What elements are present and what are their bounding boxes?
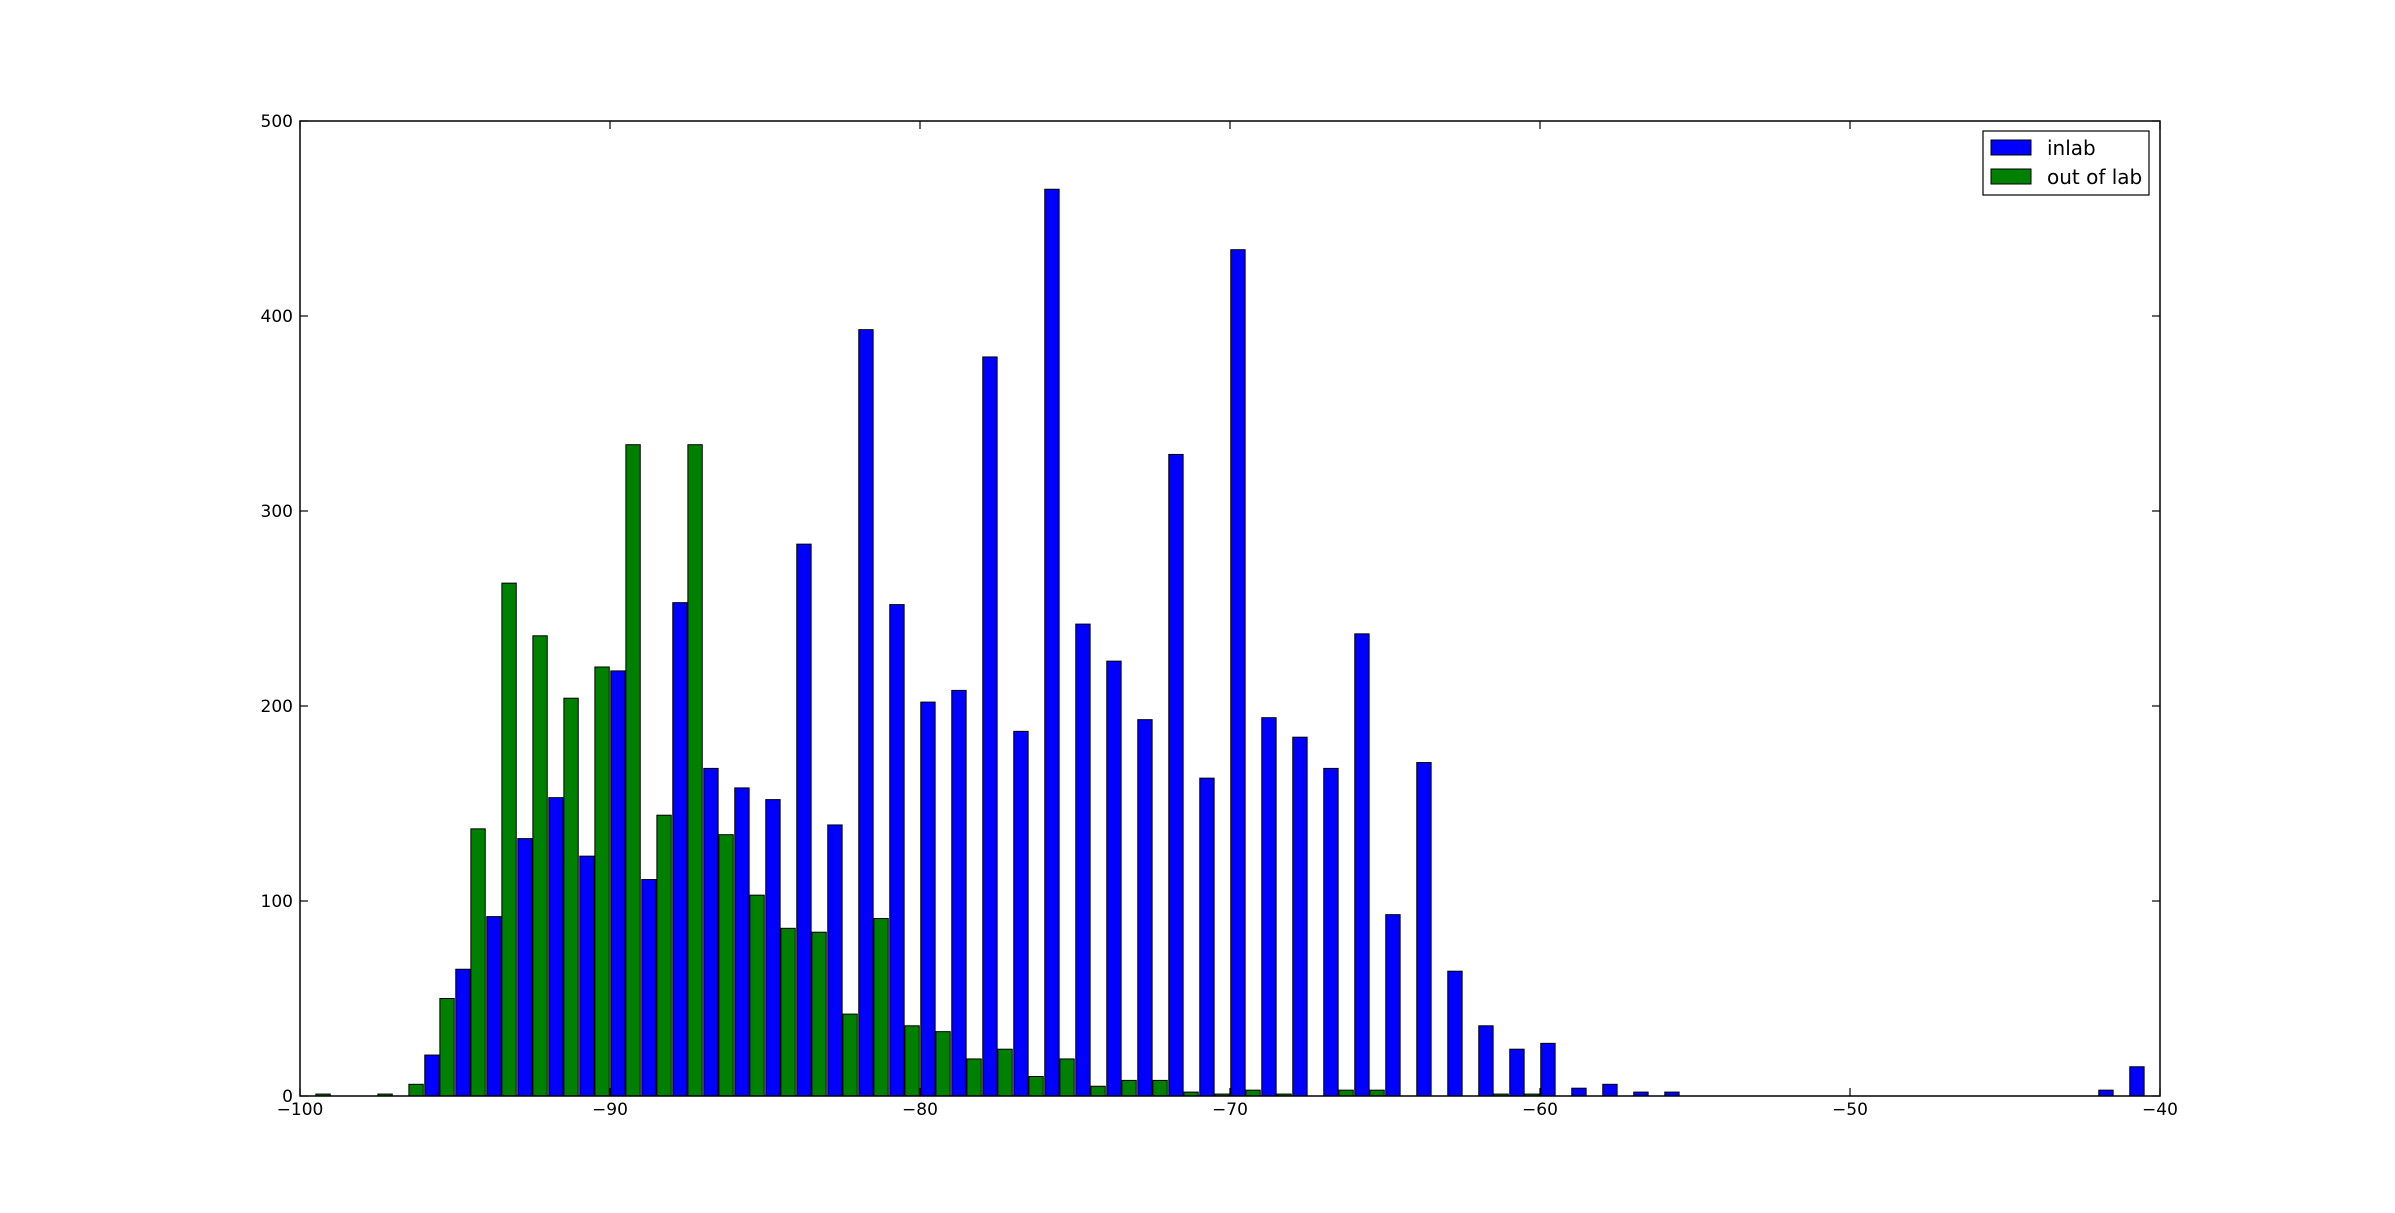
bar-inlab	[579, 855, 595, 1097]
bar-inlab	[548, 797, 564, 1097]
bar-out-of-lab	[1121, 1079, 1137, 1097]
x-tick-label: −60	[1522, 1100, 1558, 1120]
bar-inlab	[1354, 633, 1370, 1097]
y-tick-label: 500	[261, 112, 293, 132]
bar-out-of-lab	[594, 666, 610, 1097]
legend-label-out-of-lab: out of lab	[2047, 165, 2142, 189]
bar-inlab	[982, 356, 998, 1097]
bar-out-of-lab	[1059, 1058, 1075, 1097]
bars-layer	[315, 188, 2145, 1097]
plot-frame	[299, 120, 2161, 1097]
bar-out-of-lab	[935, 1031, 951, 1097]
bar-out-of-lab	[439, 998, 455, 1097]
bar-out-of-lab	[966, 1058, 982, 1097]
y-tick-label: 300	[261, 502, 293, 522]
bar-inlab	[1137, 719, 1153, 1097]
bar-out-of-lab	[997, 1048, 1013, 1097]
bar-out-of-lab	[718, 834, 734, 1097]
y-tick-label: 400	[261, 307, 293, 327]
bar-out-of-lab	[749, 894, 765, 1097]
bar-inlab	[610, 670, 626, 1097]
bar-inlab	[1044, 188, 1060, 1097]
y-tick-label: 0	[282, 1087, 293, 1107]
bar-out-of-lab	[408, 1083, 424, 1097]
x-tick-label: −50	[1832, 1100, 1868, 1120]
bar-inlab	[858, 329, 874, 1097]
legend: inlab out of lab	[1982, 130, 2150, 196]
legend-swatch-out-of-lab	[1990, 168, 2032, 185]
bar-out-of-lab	[687, 444, 703, 1097]
bar-out-of-lab	[625, 444, 641, 1097]
bar-out-of-lab	[1245, 1089, 1261, 1097]
bar-inlab	[2098, 1089, 2114, 1097]
x-tick-label: −80	[902, 1100, 938, 1120]
bar-inlab	[1447, 970, 1463, 1097]
bar-inlab	[1323, 767, 1339, 1097]
bar-out-of-lab	[1369, 1089, 1385, 1097]
bar-out-of-lab	[563, 697, 579, 1097]
bar-inlab	[1385, 914, 1401, 1097]
bar-out-of-lab	[904, 1025, 920, 1097]
bar-inlab	[1261, 717, 1277, 1097]
bar-inlab	[1106, 660, 1122, 1097]
bar-inlab	[1075, 623, 1091, 1097]
bar-inlab	[796, 543, 812, 1097]
y-tick-label: 200	[261, 697, 293, 717]
bar-inlab	[1540, 1042, 1556, 1097]
bar-inlab	[672, 602, 688, 1097]
x-tick-label: −40	[2142, 1100, 2178, 1120]
x-tick-label: −90	[592, 1100, 628, 1120]
bar-out-of-lab	[1090, 1085, 1106, 1097]
bar-out-of-lab	[656, 814, 672, 1097]
bar-inlab	[1199, 777, 1215, 1097]
x-tick-label: −100	[277, 1100, 324, 1120]
bar-inlab	[517, 838, 533, 1097]
legend-label-inlab: inlab	[2047, 136, 2096, 160]
bar-inlab	[765, 799, 781, 1097]
bar-inlab	[1013, 730, 1029, 1097]
bar-inlab	[455, 968, 471, 1097]
x-tick-label: −70	[1212, 1100, 1248, 1120]
bar-out-of-lab	[1028, 1076, 1044, 1097]
bar-inlab	[1168, 453, 1184, 1097]
bar-inlab	[703, 767, 719, 1097]
bar-inlab	[1478, 1025, 1494, 1097]
bar-inlab	[486, 916, 502, 1097]
bar-inlab	[1602, 1083, 1618, 1097]
bar-out-of-lab	[780, 927, 796, 1097]
bar-out-of-lab	[501, 582, 517, 1097]
bar-inlab	[734, 787, 750, 1097]
bar-inlab	[1416, 762, 1432, 1097]
bar-inlab	[2129, 1066, 2145, 1097]
bar-out-of-lab	[1152, 1079, 1168, 1097]
bar-inlab	[424, 1054, 440, 1097]
bar-inlab	[920, 701, 936, 1097]
ticks-layer: −100 −90 −80 −70 −60 −50 −40 0 100 200 300 400 500	[261, 112, 2178, 1120]
bar-out-of-lab	[470, 828, 486, 1097]
bar-inlab	[827, 824, 843, 1097]
bar-inlab	[1571, 1087, 1587, 1097]
bar-inlab	[1230, 249, 1246, 1097]
bar-inlab	[641, 879, 657, 1097]
bar-out-of-lab	[811, 931, 827, 1097]
bar-out-of-lab	[532, 635, 548, 1097]
y-tick-label: 100	[261, 892, 293, 912]
bar-out-of-lab	[873, 918, 889, 1097]
bar-inlab	[1509, 1048, 1525, 1097]
bar-inlab	[951, 689, 967, 1097]
bar-out-of-lab	[842, 1013, 858, 1097]
bar-out-of-lab	[1338, 1089, 1354, 1097]
bar-inlab	[1292, 736, 1308, 1097]
bar-inlab	[889, 604, 905, 1097]
legend-swatch-inlab	[1990, 139, 2032, 156]
